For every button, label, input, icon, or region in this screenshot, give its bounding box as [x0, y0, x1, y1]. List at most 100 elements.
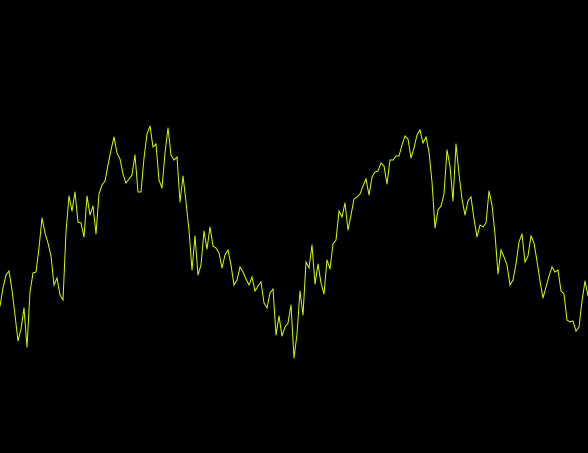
data-point: [287, 322, 289, 324]
data-point: [467, 200, 469, 202]
data-point: [20, 328, 22, 330]
data-point: [47, 242, 49, 244]
data-point: [482, 226, 484, 228]
data-point: [176, 156, 178, 158]
data-point: [245, 278, 247, 280]
data-point: [224, 254, 226, 256]
data-point: [104, 180, 106, 182]
data-point: [134, 154, 136, 156]
data-point: [485, 222, 487, 224]
data-point: [407, 138, 409, 140]
data-point: [80, 222, 82, 224]
data-point: [83, 236, 85, 238]
data-point: [182, 175, 184, 177]
data-point: [449, 165, 451, 167]
data-point: [230, 264, 232, 266]
data-point: [179, 201, 181, 203]
data-point: [320, 282, 322, 284]
data-point: [86, 195, 88, 197]
data-point: [11, 289, 13, 291]
data-point: [14, 314, 16, 316]
data-point: [5, 274, 7, 276]
data-point: [269, 292, 271, 294]
data-point: [2, 287, 4, 289]
data-point: [359, 193, 361, 195]
data-point: [575, 330, 577, 332]
data-point: [398, 155, 400, 157]
data-point: [326, 259, 328, 261]
data-point: [299, 290, 301, 292]
data-point: [440, 205, 442, 207]
data-point: [119, 158, 121, 160]
data-point: [374, 171, 376, 173]
data-point: [200, 264, 202, 266]
data-point: [422, 142, 424, 144]
data-point: [434, 227, 436, 229]
data-point: [518, 241, 520, 243]
data-point: [122, 173, 124, 175]
data-point: [500, 249, 502, 251]
data-point: [167, 127, 169, 129]
data-point: [536, 260, 538, 262]
data-point: [521, 233, 523, 235]
data-point: [44, 232, 46, 234]
data-point: [281, 335, 283, 337]
data-point: [170, 154, 172, 156]
series-points: [0, 125, 588, 359]
data-point: [272, 288, 274, 290]
data-point: [194, 235, 196, 237]
data-point: [263, 302, 265, 304]
data-point: [371, 176, 373, 178]
data-point: [584, 280, 586, 282]
data-point: [164, 152, 166, 154]
data-point: [425, 136, 427, 138]
data-point: [227, 249, 229, 251]
data-point: [56, 277, 58, 279]
data-point: [308, 267, 310, 269]
data-point: [53, 284, 55, 286]
data-point: [0, 305, 1, 307]
data-point: [209, 226, 211, 228]
data-point: [539, 280, 541, 282]
data-point: [242, 271, 244, 273]
data-point: [470, 196, 472, 198]
data-point: [92, 205, 94, 207]
data-point: [293, 357, 295, 359]
data-point: [149, 125, 151, 127]
data-point: [158, 179, 160, 181]
data-point: [389, 159, 391, 161]
data-point: [431, 181, 433, 183]
data-point: [257, 285, 259, 287]
data-point: [65, 231, 67, 233]
data-point: [284, 326, 286, 328]
data-point: [23, 307, 25, 309]
data-point: [566, 319, 568, 321]
data-point: [128, 178, 130, 180]
data-point: [335, 239, 337, 241]
data-point: [116, 152, 118, 154]
data-point: [185, 201, 187, 203]
data-point: [296, 333, 298, 335]
data-point: [77, 221, 79, 223]
data-point: [491, 204, 493, 206]
data-point: [329, 268, 331, 270]
data-point: [569, 321, 571, 323]
data-point: [497, 273, 499, 275]
data-point: [542, 297, 544, 299]
data-point: [323, 293, 325, 295]
data-point: [461, 198, 463, 200]
data-point: [317, 263, 319, 265]
data-point: [71, 210, 73, 212]
data-point: [560, 290, 562, 292]
data-point: [545, 286, 547, 288]
data-point: [248, 284, 250, 286]
data-point: [125, 182, 127, 184]
data-point: [473, 218, 475, 220]
data-point: [476, 236, 478, 238]
data-point: [533, 242, 535, 244]
data-point: [152, 146, 154, 148]
data-point: [437, 209, 439, 211]
data-point: [206, 248, 208, 250]
data-point: [113, 136, 115, 138]
data-point: [380, 162, 382, 164]
